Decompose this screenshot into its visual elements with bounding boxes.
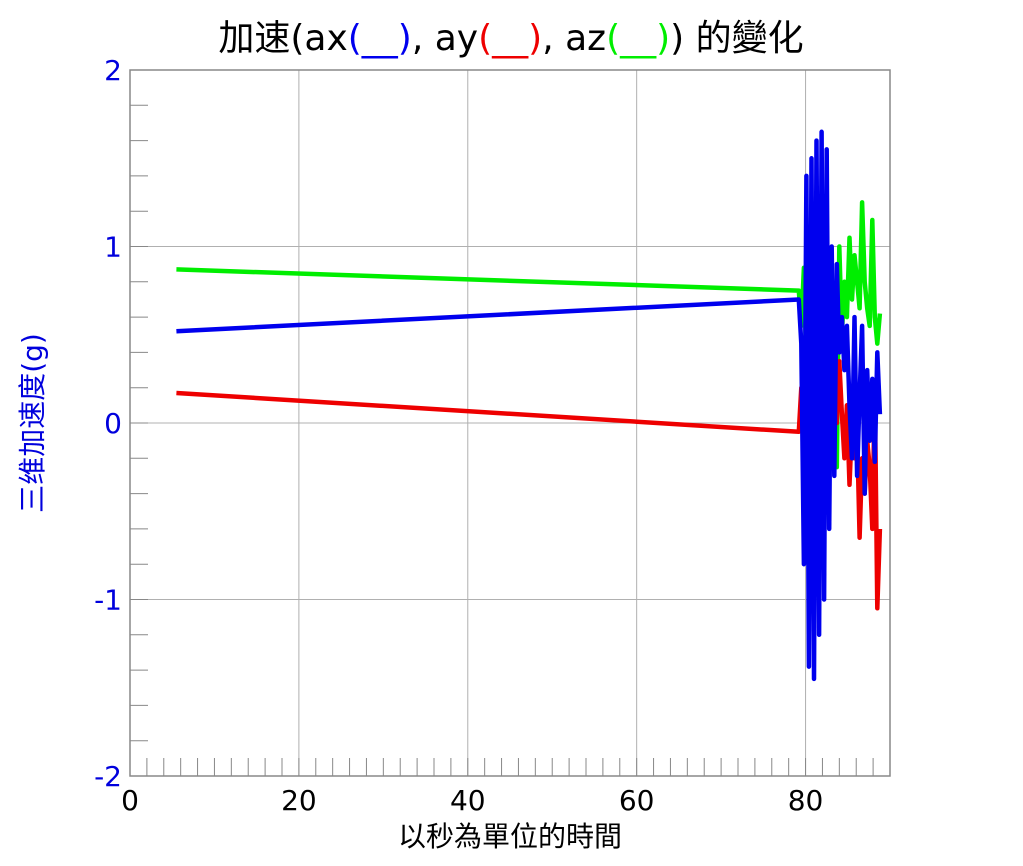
chart-title: 加速(ax(__), ay(__), az(__)) 的變化 (218, 18, 803, 59)
y-tick-label: -1 (94, 584, 122, 617)
y-tick-label: 0 (104, 407, 122, 440)
y-axis-label: 三维加速度(g) (16, 333, 49, 513)
x-tick-label: 20 (281, 784, 317, 817)
grid (130, 70, 890, 776)
title-sep1: , ay (412, 18, 478, 59)
x-tick-label: 60 (619, 784, 655, 817)
title-az-marker: (__) (606, 18, 670, 59)
plot-frame (129, 69, 891, 777)
title-ay-marker: (__) (478, 18, 542, 59)
series-line-ax (176, 129, 883, 682)
title-suffix: ) 的變化 (670, 18, 804, 59)
series-line-ay (176, 306, 883, 611)
series-line-az (176, 200, 883, 532)
title-sep2: , az (542, 18, 606, 59)
title-ax-marker: (__) (348, 18, 412, 59)
title-prefix: 加速(ax (218, 18, 347, 59)
y-tick-label: -2 (94, 760, 122, 793)
y-tick-labels: 2 1 0 -1 -2 (94, 54, 122, 793)
x-tick-labels: 0 20 40 60 80 (121, 784, 823, 817)
y-tick-label: 2 (104, 54, 122, 87)
x-tick-label: 80 (788, 784, 824, 817)
x-tick-label: 0 (121, 784, 139, 817)
minor-ticks (130, 69, 874, 777)
x-axis-label: 以秒為單位的時間 (398, 820, 622, 853)
y-tick-label: 1 (104, 231, 122, 264)
x-tick-label: 40 (450, 784, 486, 817)
series-layer (176, 129, 883, 682)
